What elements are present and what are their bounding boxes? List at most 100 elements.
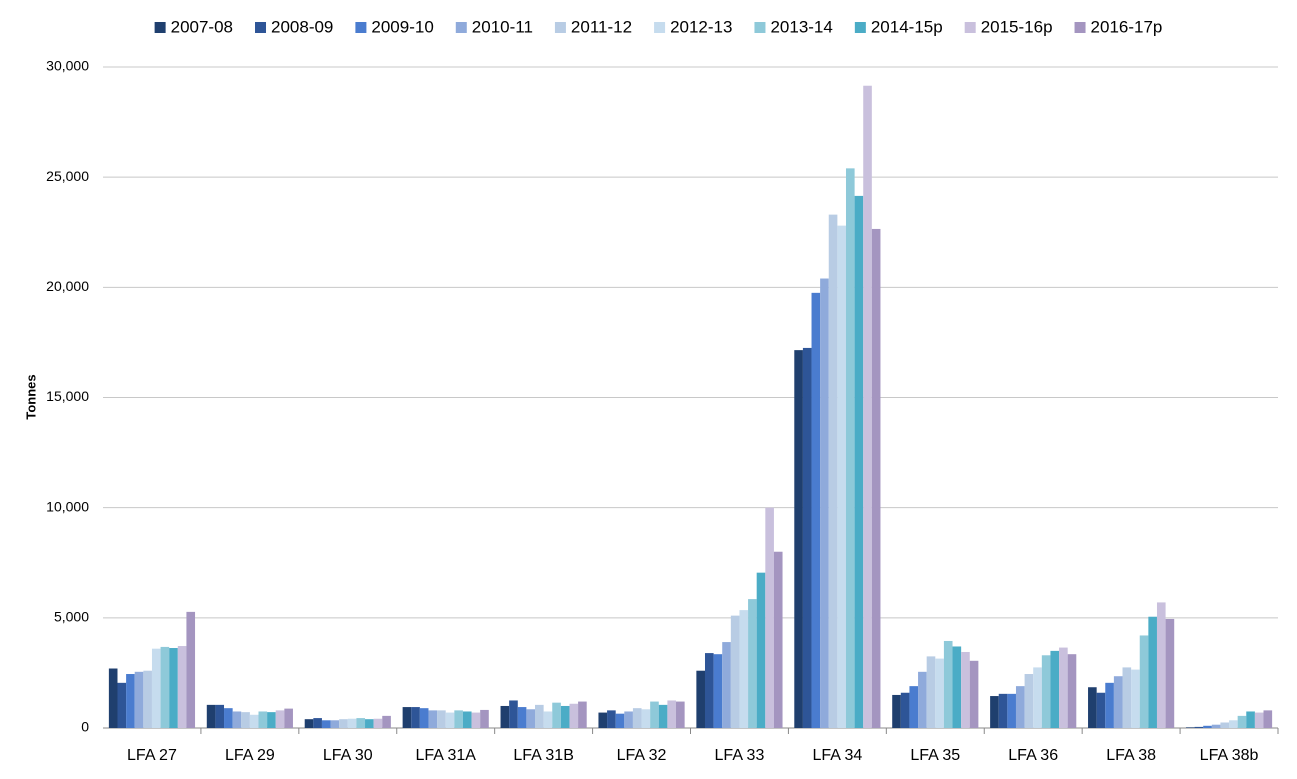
- legend-swatch: [554, 22, 566, 33]
- bar: [437, 710, 446, 728]
- bar: [126, 674, 135, 728]
- bar: [773, 551, 783, 728]
- bar: [232, 711, 242, 728]
- bar: [598, 712, 608, 728]
- bar: [1088, 687, 1097, 728]
- bar: [969, 660, 979, 728]
- bar: [526, 709, 536, 728]
- x-tick-label: LFA 33: [715, 747, 765, 764]
- bar: [215, 704, 225, 728]
- bar: [267, 712, 276, 728]
- bar: [143, 670, 152, 728]
- bar: [1156, 602, 1166, 728]
- bar: [284, 708, 293, 728]
- bar: [535, 704, 544, 728]
- x-tick-label: LFA 36: [1008, 747, 1058, 764]
- legend-label: 2011-12: [571, 17, 632, 36]
- legend-label: 2012-13: [670, 17, 732, 36]
- bar: [419, 708, 429, 728]
- y-tick-label: 0: [81, 719, 89, 735]
- bar: [641, 709, 651, 728]
- x-tick-label: LFA 38b: [1200, 747, 1259, 764]
- bar: [304, 719, 314, 728]
- bar: [704, 653, 714, 728]
- bar: [1059, 647, 1068, 728]
- bar: [730, 615, 740, 728]
- legend-label: 2013-14: [770, 17, 832, 36]
- bar: [1067, 654, 1077, 728]
- bar: [1139, 635, 1149, 728]
- bar: [1024, 674, 1034, 728]
- bar: [462, 711, 472, 728]
- bar: [1122, 667, 1132, 728]
- bar: [1229, 720, 1238, 728]
- bar: [1041, 655, 1051, 728]
- bar: [356, 718, 366, 728]
- bar: [1220, 722, 1230, 728]
- bar: [1105, 682, 1114, 728]
- y-tick-label: 5,000: [54, 609, 89, 625]
- bar: [658, 704, 668, 728]
- bar: [1237, 715, 1247, 728]
- bar: [578, 701, 587, 728]
- bar: [517, 707, 527, 728]
- bar: [854, 195, 864, 728]
- bar: [258, 711, 268, 728]
- bar: [347, 718, 357, 728]
- bar: [1113, 676, 1123, 728]
- bar: [845, 168, 855, 728]
- bar: [552, 702, 561, 728]
- y-tick-label: 15,000: [46, 388, 89, 404]
- bar: [615, 713, 625, 728]
- bar: [480, 709, 489, 728]
- x-tick-label: LFA 31B: [513, 747, 574, 764]
- bar: [543, 711, 553, 728]
- bar: [177, 646, 187, 728]
- y-tick-label: 30,000: [46, 58, 89, 74]
- bar: [650, 701, 659, 728]
- bar: [330, 720, 340, 728]
- x-tick-label: LFA 27: [127, 747, 177, 764]
- legend-swatch: [154, 22, 166, 33]
- bar: [935, 658, 944, 728]
- x-tick-label: LFA 29: [225, 747, 275, 764]
- bar: [739, 610, 749, 728]
- bar: [1015, 686, 1025, 728]
- legend-swatch: [964, 22, 976, 33]
- legend-swatch: [255, 22, 267, 33]
- bar: [1211, 724, 1221, 728]
- bar: [748, 599, 757, 728]
- bar: [1254, 712, 1264, 728]
- bar: [713, 654, 723, 728]
- x-tick-label: LFA 30: [323, 747, 373, 764]
- legend-swatch: [654, 22, 666, 33]
- bar: [794, 350, 803, 728]
- bar: [837, 225, 846, 728]
- bar: [382, 715, 391, 728]
- x-tick-label: LFA 32: [617, 747, 667, 764]
- bar: [134, 671, 144, 728]
- bar: [151, 648, 161, 728]
- bar: [952, 646, 962, 728]
- bar: [1131, 669, 1140, 728]
- y-tick-label: 25,000: [46, 168, 89, 184]
- legend-swatch: [1074, 22, 1086, 33]
- bar: [802, 347, 812, 728]
- y-tick-label: 10,000: [46, 498, 89, 514]
- bar: [909, 686, 919, 728]
- bar: [1165, 618, 1175, 728]
- y-tick-label: 20,000: [46, 278, 89, 294]
- bar: [275, 710, 285, 728]
- bar: [918, 671, 927, 728]
- bar: [1263, 710, 1273, 728]
- bar: [365, 719, 374, 728]
- bar: [560, 705, 570, 728]
- legend-swatch: [754, 22, 766, 33]
- y-axis-label: Tonnes: [23, 374, 38, 419]
- bar: [607, 710, 616, 728]
- bar: [1050, 650, 1060, 728]
- bar: [108, 668, 118, 728]
- bar: [1007, 693, 1016, 728]
- bar: [961, 651, 970, 728]
- bar: [339, 719, 348, 728]
